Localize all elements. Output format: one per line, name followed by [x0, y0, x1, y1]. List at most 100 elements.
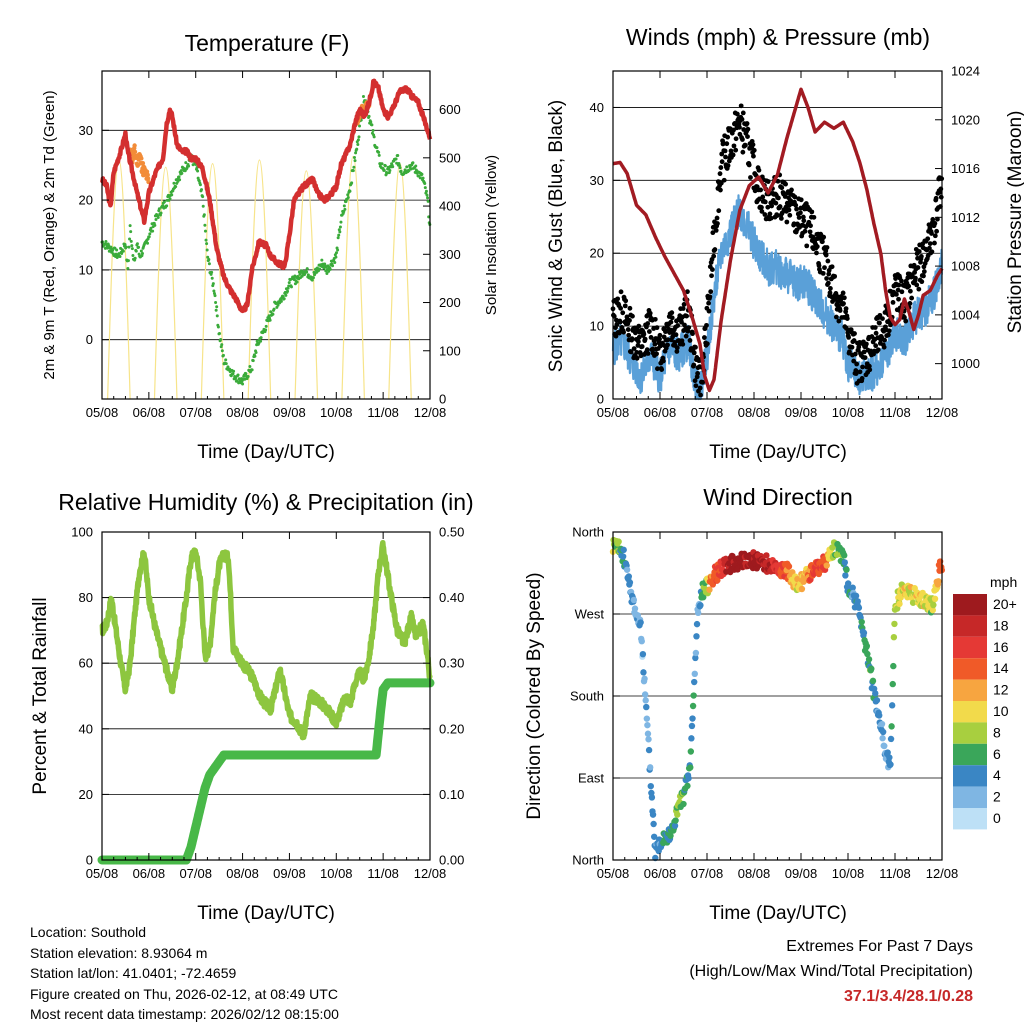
- direction-point: [694, 609, 702, 617]
- winds-ytick-label: 20: [590, 246, 604, 261]
- direction-point: [785, 563, 793, 570]
- figure-created: Figure created on Thu, 2026-02-12, at 08…: [30, 985, 338, 1002]
- direction-point: [645, 746, 653, 754]
- temperature-xtick-label: 12/08: [414, 405, 447, 420]
- dewpoint-point: [383, 164, 387, 168]
- gust-point: [808, 223, 813, 229]
- dewpoint-point: [153, 223, 157, 227]
- winds-title: Winds (mph) & Pressure (mb): [626, 24, 930, 50]
- dewpoint-point: [357, 135, 361, 139]
- dewpoint-point: [295, 280, 299, 284]
- dewpoint-point: [287, 284, 291, 288]
- speed-legend-label: 4: [993, 767, 1001, 783]
- direction-point: [896, 600, 903, 608]
- gust-point: [684, 313, 690, 319]
- gust-point: [852, 331, 857, 336]
- dewpoint-point: [372, 135, 376, 139]
- gust-point: [844, 316, 850, 321]
- dewpoint-point: [128, 237, 132, 241]
- dewpoint-point: [236, 373, 240, 377]
- winds-xlabel: Time (Day/UTC): [709, 442, 847, 463]
- dewpoint-point: [267, 314, 271, 318]
- direction-point: [620, 546, 627, 554]
- sonic-wind-line: [611, 194, 943, 401]
- gust-point: [857, 369, 863, 375]
- direction-xtick-label: 12/08: [926, 866, 959, 881]
- dewpoint-point: [426, 199, 430, 203]
- pressure-ytick-label: 1004: [951, 307, 980, 322]
- dewpoint-point: [237, 377, 241, 381]
- direction-point: [843, 566, 850, 573]
- direction-point: [865, 656, 873, 663]
- direction-axis-ticks: 05/08 06/08 07/08 08/08 09/08 10/08 11/08 12/08…: [570, 525, 958, 882]
- gust-point: [683, 333, 689, 339]
- gust-point: [911, 262, 917, 268]
- dewpoint-point: [286, 289, 290, 293]
- gust-point: [680, 306, 686, 311]
- dewpoint-point: [251, 359, 255, 363]
- gust-point: [819, 239, 825, 245]
- gust-point: [927, 245, 932, 251]
- dewpoint-point: [420, 172, 424, 176]
- dewpoint-point: [243, 377, 247, 381]
- dewpoint-point: [354, 151, 358, 155]
- direction-title: Wind Direction: [703, 484, 853, 510]
- dewpoint-point: [423, 186, 427, 190]
- gust-point: [623, 298, 629, 304]
- gust-point: [756, 167, 762, 173]
- dewpoint-point: [111, 248, 115, 252]
- winds-ytick-label: 0: [597, 392, 604, 407]
- speed-legend-swatch: [953, 722, 987, 744]
- speed-legend-label: 6: [993, 746, 1001, 762]
- gust-point: [829, 264, 835, 270]
- dewpoint-point: [202, 213, 206, 217]
- pressure-line: [611, 87, 944, 393]
- dewpoint-point: [380, 162, 384, 166]
- direction-point: [619, 553, 627, 560]
- dewpoint-point: [130, 244, 134, 248]
- direction-point: [692, 649, 700, 657]
- dewpoint-point: [388, 169, 392, 173]
- humidity-xtick-label: 05/08: [86, 866, 119, 881]
- direction-point: [886, 754, 893, 761]
- dewpoint-point: [398, 166, 402, 170]
- direction-point: [841, 559, 849, 566]
- gust-point: [841, 295, 847, 301]
- gust-point: [740, 149, 746, 155]
- direction-point: [841, 552, 848, 559]
- gust-point: [794, 206, 799, 212]
- dewpoint-point: [250, 368, 254, 372]
- temperature-axis-ticks: 05/08 06/08 07/08 08/08 09/08 10/08 11/08 12/08…: [79, 71, 461, 420]
- dewpoint-point: [200, 188, 204, 192]
- dewpoint-point: [298, 272, 302, 276]
- dewpoint-point: [338, 225, 342, 229]
- dewpoint-point: [426, 196, 430, 200]
- direction-point: [645, 736, 652, 743]
- gust-point: [824, 245, 830, 250]
- direction-point: [858, 618, 865, 626]
- dewpoint-point: [421, 176, 425, 180]
- temperature-series: [99, 78, 433, 386]
- direction-point: [687, 764, 694, 771]
- dewpoint-point: [107, 244, 111, 248]
- extremes-title: Extremes For Past 7 Days: [786, 938, 973, 955]
- direction-ytick-label: East: [578, 771, 604, 786]
- gust-point: [737, 124, 742, 130]
- gust-point: [674, 345, 680, 351]
- gust-point: [668, 319, 674, 325]
- gust-point: [837, 308, 843, 313]
- pressure-ytick-label: 1012: [951, 210, 980, 225]
- gust-point: [709, 273, 714, 279]
- direction-point: [815, 570, 823, 578]
- temp9m-point: [140, 160, 146, 166]
- dewpoint-point: [334, 255, 338, 259]
- dewpoint-point: [352, 156, 356, 160]
- dewpoint-point: [137, 245, 141, 249]
- precip-ytick-label: 0.50: [439, 525, 464, 540]
- temp9m-point: [139, 156, 144, 161]
- direction-point: [863, 642, 870, 650]
- gust-point: [731, 127, 736, 133]
- dewpoint-point: [391, 165, 395, 169]
- dewpoint-point: [172, 181, 176, 185]
- dewpoint-point: [157, 207, 161, 211]
